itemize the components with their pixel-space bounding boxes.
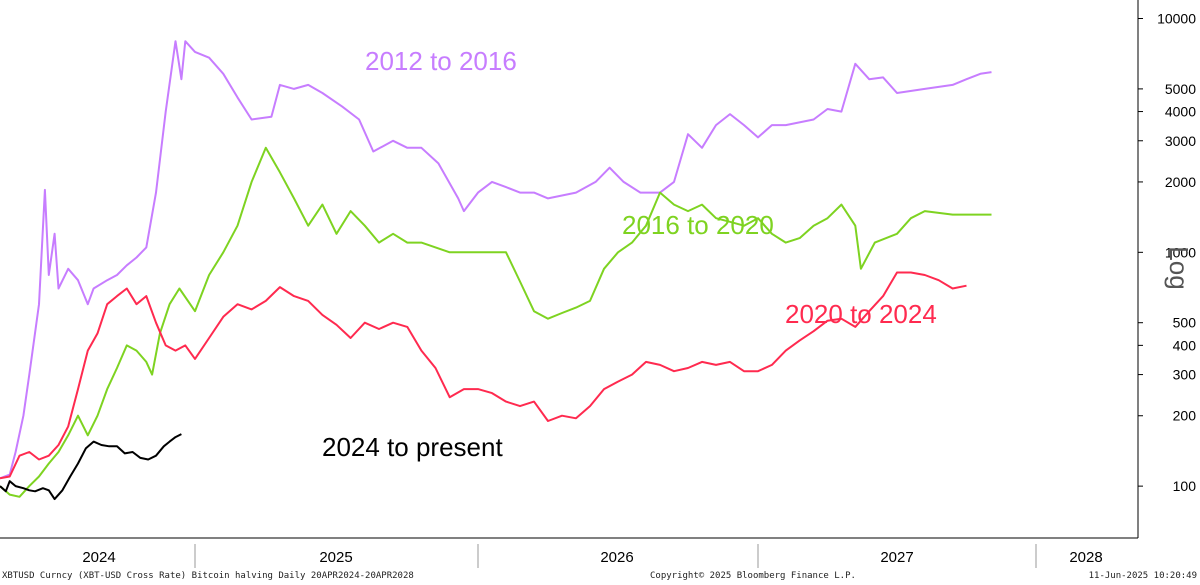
y-tick-label: 100: [1173, 478, 1197, 494]
y-tick-label: 2000: [1165, 174, 1196, 190]
series-line-2: [0, 146, 992, 498]
y-tick-label: 5000: [1165, 81, 1196, 97]
footer-source: XBTUSD Curncy (XBT-USD Cross Rate) Bitco…: [2, 571, 414, 581]
footer-bar: XBTUSD Curncy (XBT-USD Cross Rate) Bitco…: [0, 568, 1200, 585]
x-axis-ticks: 2024 2025 2026 2027 2028: [82, 544, 1103, 568]
y-axis-scale-label: Log: [1164, 246, 1194, 289]
y-tick-label: 4000: [1165, 104, 1196, 120]
y-tick-label: 500: [1173, 315, 1197, 331]
y-tick-label: 10000: [1157, 11, 1196, 27]
series-label-2016-2020: 2016 to 2020: [622, 210, 774, 240]
x-tick-label: 2024: [82, 549, 115, 566]
x-tick-label: 2028: [1069, 549, 1102, 566]
series-lines: [0, 40, 992, 501]
y-tick-label: 1000: [1165, 244, 1196, 260]
series-line-1: [0, 40, 992, 480]
plot-area: [0, 0, 1138, 538]
series-label-2024-present: 2024 to present: [322, 432, 503, 462]
series-line-3: [0, 271, 967, 480]
series-label-2012-2016: 2012 to 2016: [365, 46, 517, 76]
y-tick-label: 400: [1173, 337, 1197, 353]
footer-copyright: Copyright© 2025 Bloomberg Finance L.P.: [650, 571, 856, 581]
y-axis-ticks: 100 200 300 400 500 1000 2000 3000 4000 5000 10000: [1138, 11, 1197, 494]
bitcoin-halving-chart: 100 200 300 400 500 1000 2000 3000 4000 5000 10000…: [0, 0, 1197, 568]
series-line-4: [0, 433, 182, 501]
x-tick-label: 2026: [600, 549, 633, 566]
series-label-2020-2024: 2020 to 2024: [785, 299, 937, 329]
y-tick-label: 200: [1173, 408, 1197, 424]
footer-timestamp: 11-Jun-2025 10:20:49: [1088, 571, 1197, 581]
x-tick-label: 2025: [319, 549, 352, 566]
y-tick-label: 3000: [1165, 133, 1196, 149]
y-tick-label: 300: [1173, 367, 1197, 383]
x-tick-label: 2027: [880, 549, 913, 566]
